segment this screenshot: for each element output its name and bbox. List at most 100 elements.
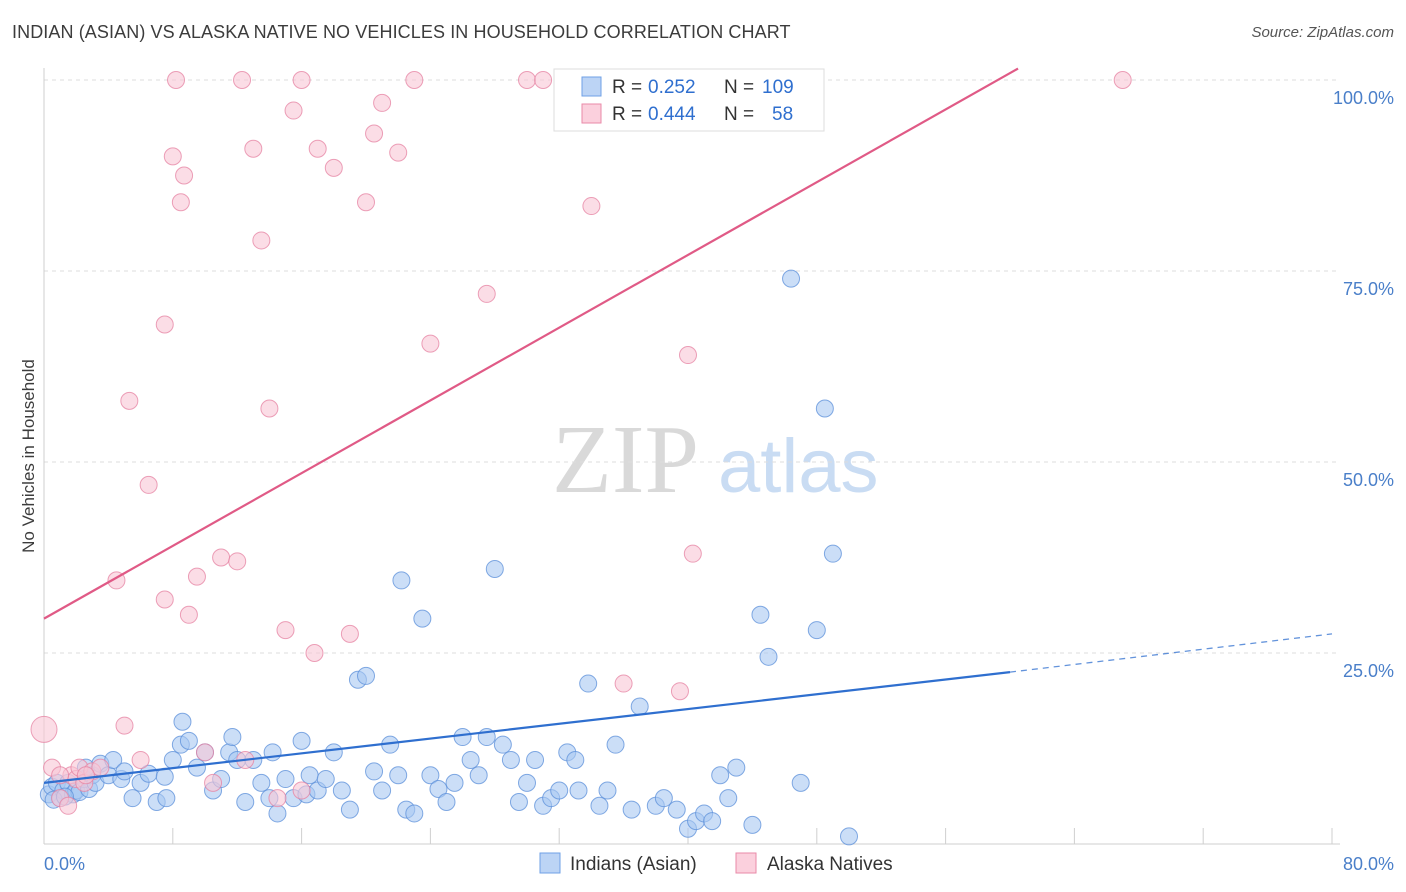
point-alaska-43 (518, 71, 536, 89)
point-alaska-26 (252, 231, 271, 250)
y-tick-label-50: 50.0% (1343, 470, 1394, 490)
point-indians-104 (791, 773, 810, 792)
point-indians-62 (405, 804, 424, 823)
stats-n-value-indians: 109 (762, 77, 794, 98)
stats-box: R = 0.252 N = 109 R = 0.444 N = 58 (553, 68, 825, 132)
point-alaska-17 (175, 166, 194, 185)
point-indians-74 (501, 750, 520, 769)
point-indians-102 (759, 647, 778, 666)
point-alaska-47 (670, 682, 689, 701)
point-indians-80 (550, 781, 569, 800)
point-indians-56 (365, 762, 384, 781)
point-indians-100 (743, 815, 762, 834)
point-indians-29 (173, 712, 192, 731)
point-alaska-28 (268, 789, 287, 808)
point-alaska-48 (679, 346, 697, 365)
point-indians-57 (373, 781, 392, 800)
point-indians-43 (268, 804, 287, 823)
point-alaska-15 (163, 147, 182, 166)
legend: Indians (Asian) Alaska Natives (539, 852, 893, 875)
scatter-points (30, 71, 1132, 846)
point-indians-60 (392, 571, 411, 590)
point-alaska-52 (155, 315, 174, 334)
point-indians-52 (332, 781, 351, 800)
point-alaska-54 (292, 71, 311, 89)
point-alaska-40 (405, 71, 424, 89)
point-indians-88 (622, 800, 641, 819)
point-alaska-0 (30, 715, 58, 743)
point-alaska-37 (365, 124, 384, 143)
point-indians-27 (163, 750, 182, 769)
point-indians-31 (187, 758, 206, 777)
point-indians-85 (590, 796, 609, 815)
point-alaska-50 (1113, 71, 1132, 89)
stats-swatch-alaska (581, 103, 602, 124)
legend-label-alaska: Alaska Natives (767, 854, 893, 875)
stats-r-label-1: R = (612, 77, 642, 98)
point-indians-55 (357, 666, 375, 685)
point-indians-72 (485, 559, 504, 578)
y-tick-label-100: 100.0% (1333, 88, 1394, 108)
watermark-atlas: atlas (718, 424, 879, 509)
point-alaska-11 (115, 716, 134, 735)
stats-swatch-indians (581, 76, 602, 97)
point-indians-66 (437, 792, 456, 811)
point-indians-64 (421, 766, 440, 785)
point-indians-20 (115, 762, 134, 781)
legend-swatch-indians (539, 852, 561, 874)
point-indians-106 (815, 399, 834, 418)
point-alaska-21 (204, 773, 223, 792)
legend-label-indians: Indians (Asian) (570, 854, 697, 875)
point-alaska-51 (120, 391, 139, 410)
stats-r-value-indians: 0.252 (648, 77, 696, 98)
point-indians-91 (654, 789, 673, 808)
x-ticks (43, 828, 1333, 844)
trend-lines (43, 67, 1333, 784)
point-alaska-39 (389, 143, 408, 162)
point-indians-44 (276, 770, 295, 789)
point-indians-98 (719, 789, 738, 808)
point-alaska-45 (582, 197, 601, 216)
point-alaska-29 (276, 621, 295, 640)
point-indians-86 (598, 781, 617, 800)
point-indians-70 (469, 766, 488, 785)
point-alaska-44 (534, 71, 553, 89)
trend-line-indians (43, 671, 1011, 784)
point-alaska-20 (196, 743, 214, 762)
watermark-zip: ZIP (552, 406, 699, 514)
chart-title: INDIAN (ASIAN) VS ALASKA NATIVE NO VEHIC… (12, 22, 791, 42)
y-tick-label-75: 75.0% (1343, 279, 1394, 299)
point-indians-67 (445, 773, 464, 792)
point-indians-103 (782, 269, 801, 288)
point-alaska-33 (308, 139, 327, 158)
point-indians-73 (493, 735, 512, 754)
point-indians-50 (316, 770, 335, 789)
stats-n-label-1: N = (724, 77, 754, 98)
point-alaska-34 (324, 158, 343, 177)
legend-swatch-alaska (735, 852, 757, 874)
point-alaska-53 (167, 71, 186, 89)
point-indians-84 (579, 674, 598, 693)
point-alaska-36 (357, 193, 375, 212)
point-indians-92 (667, 800, 686, 819)
point-indians-36 (223, 728, 242, 747)
point-indians-107 (823, 544, 842, 563)
stats-n-label-2: N = (724, 104, 754, 125)
point-indians-46 (292, 731, 311, 750)
point-indians-108 (840, 827, 858, 846)
chart-source: Source: ZipAtlas.com (1251, 24, 1394, 41)
point-indians-75 (509, 792, 528, 811)
point-alaska-13 (139, 475, 158, 494)
trend-line-alaska (43, 67, 1019, 620)
point-alaska-55 (233, 71, 252, 89)
point-alaska-25 (244, 139, 263, 158)
point-alaska-35 (340, 624, 359, 643)
point-indians-53 (340, 800, 359, 819)
point-indians-40 (252, 773, 271, 792)
x-tick-label-max: 80.0% (1343, 854, 1394, 874)
point-indians-48 (300, 766, 319, 785)
trend-extension-indians (1009, 633, 1333, 673)
point-alaska-41 (421, 334, 440, 353)
watermark: ZIP atlas (552, 406, 879, 514)
